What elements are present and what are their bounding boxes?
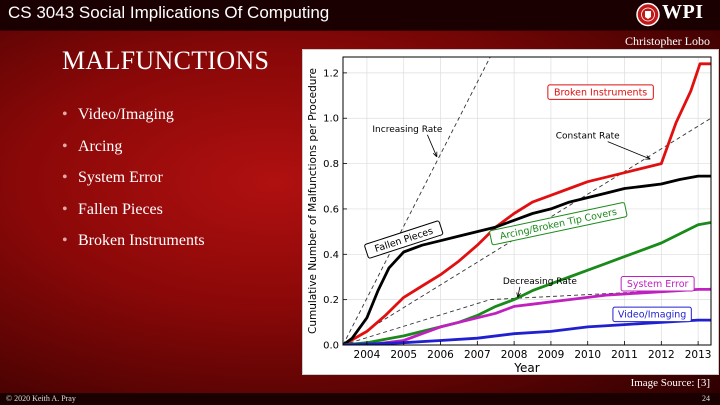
series-label-text: System Error xyxy=(627,279,689,290)
x-tick-label: 2005 xyxy=(390,349,417,361)
y-axis-label: Cumulative Number of Malfunctions per Pr… xyxy=(307,68,319,334)
y-tick-label: 1.2 xyxy=(323,68,339,79)
author-name: Christopher Lobo xyxy=(625,34,710,48)
x-tick-label: 2004 xyxy=(354,349,381,361)
series-line-broken xyxy=(343,62,711,345)
x-tick-label: 2007 xyxy=(464,349,491,361)
slide-header-bar: CS 3043 Social Implications Of Computing… xyxy=(0,0,720,31)
x-tick-label: 2013 xyxy=(685,349,712,361)
series-label-box xyxy=(547,84,654,100)
y-tick-label: 0.4 xyxy=(323,250,339,261)
bullet-item: Broken Instruments xyxy=(62,232,205,264)
series-label-text: Video/Imaging xyxy=(618,310,686,321)
wpi-logo-text: WPI xyxy=(662,1,704,23)
annotation-arrowhead xyxy=(645,155,651,160)
copyright-text: © 2020 Keith A. Pray xyxy=(6,394,76,403)
series-line-system xyxy=(343,288,711,345)
series-label-text: Broken Instruments xyxy=(554,87,647,98)
bullet-item: Fallen Pieces xyxy=(62,201,205,233)
x-tick-label: 2008 xyxy=(501,349,528,361)
malfunctions-chart: 2004 2005 2006 2007 2008 2009 2010 2011 2012 2013… xyxy=(302,49,719,375)
chart-svg: 2004 2005 2006 2007 2008 2009 2010 2011 2012 2013… xyxy=(307,56,712,375)
series-label-system: System Error xyxy=(620,276,695,292)
series-line-arcing xyxy=(343,221,711,345)
y-tick-label: 0.8 xyxy=(323,159,339,170)
bullet-item: Video/Imaging xyxy=(62,106,205,138)
y-tick-label: 0.6 xyxy=(323,204,339,215)
page-number: 24 xyxy=(702,394,710,403)
x-tick-label: 2009 xyxy=(538,349,565,361)
annotation-arrowhead xyxy=(432,151,438,158)
series-line-fallen xyxy=(343,174,711,345)
series-label-box xyxy=(364,220,444,259)
bullet-item: Arcing xyxy=(62,138,205,170)
bullet-item: System Error xyxy=(62,169,205,201)
annotation-arrow xyxy=(607,141,651,160)
series-label-broken: Broken Instruments xyxy=(547,84,654,100)
annotation-decreasing-rate: Decreasing Rate xyxy=(503,277,578,287)
slide-footer-bar xyxy=(0,393,720,405)
annotation-arrow xyxy=(517,286,521,298)
reference-line-increasing-rate xyxy=(343,57,491,345)
x-axis-label: Year xyxy=(513,361,539,374)
annotation-arrow xyxy=(427,134,438,157)
annotation-increasing-rate: Increasing Rate xyxy=(372,125,442,135)
series-label-box xyxy=(620,276,695,292)
x-tick-label: 2010 xyxy=(574,349,601,361)
x-tick-label: 2012 xyxy=(648,349,675,361)
image-source: Image Source: [3] xyxy=(630,377,710,389)
y-tick-label: 0.2 xyxy=(323,295,339,306)
annotation-constant-rate: Constant Rate xyxy=(556,132,620,142)
wpi-logo xyxy=(636,2,660,27)
plot-frame xyxy=(342,56,712,346)
x-tick-label: 2006 xyxy=(427,349,454,361)
y-tick-label: 1.0 xyxy=(323,114,339,125)
y-tick-label: 0.0 xyxy=(323,341,339,352)
plot-area xyxy=(343,57,711,345)
slide-heading: MALFUNCTIONS xyxy=(62,46,270,75)
bullet-list: Video/Imaging Arcing System Error Fallen… xyxy=(62,106,205,264)
series-label-box xyxy=(489,202,628,246)
series-label-box xyxy=(612,306,692,323)
series-label-video: Video/Imaging xyxy=(612,306,692,323)
wpi-seal-icon xyxy=(636,2,660,27)
course-title: CS 3043 Social Implications Of Computing xyxy=(8,3,330,22)
reference-line-constant-rate xyxy=(343,117,711,345)
x-tick-label: 2011 xyxy=(611,349,638,361)
annotation-arrowhead xyxy=(516,292,521,298)
